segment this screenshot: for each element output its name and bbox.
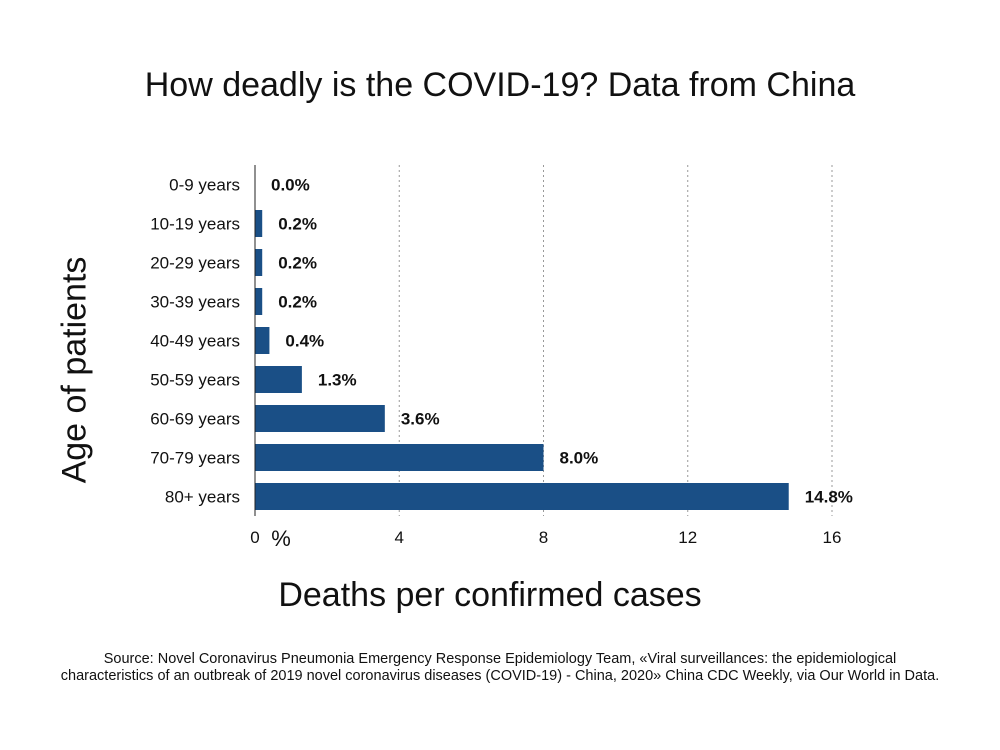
category-label: 50-59 years — [150, 371, 240, 390]
value-label: 0.4% — [285, 332, 324, 351]
value-label: 8.0% — [560, 449, 599, 468]
category-label: 70-79 years — [150, 449, 240, 468]
x-tick-label: 8 — [539, 528, 548, 547]
bar-20-29-years — [255, 249, 263, 276]
value-label: 14.8% — [805, 488, 853, 507]
category-label: 30-39 years — [150, 293, 240, 312]
x-tick-label: 12 — [678, 528, 697, 547]
value-label: 3.6% — [401, 410, 440, 429]
value-label: 0.0% — [271, 176, 310, 195]
source-note: Source: Novel Coronavirus Pneumonia Emer… — [60, 651, 940, 684]
bar-50-59-years — [255, 366, 302, 393]
x-tick-label: 0 — [250, 528, 259, 547]
x-axis-label: Deaths per confirmed cases — [278, 576, 702, 614]
category-label: 40-49 years — [150, 332, 240, 351]
bar-80+-years — [255, 483, 789, 510]
x-tick-label: 4 — [395, 528, 404, 547]
x-tick-label: 16 — [823, 528, 842, 547]
category-label: 0-9 years — [169, 176, 240, 195]
chart-title: How deadly is the COVID-19? Data from Ch… — [144, 66, 856, 104]
category-label: 10-19 years — [150, 215, 240, 234]
value-label: 1.3% — [318, 371, 357, 390]
category-label: 60-69 years — [150, 410, 240, 429]
bar-60-69-years — [255, 405, 385, 432]
value-label: 0.2% — [278, 215, 317, 234]
value-label: 0.2% — [278, 293, 317, 312]
bar-10-19-years — [255, 210, 263, 237]
x-unit-label: % — [271, 526, 291, 551]
bar-40-49-years — [255, 327, 270, 354]
bar-70-79-years — [255, 444, 544, 471]
value-label: 0.2% — [278, 254, 317, 273]
bar-30-39-years — [255, 288, 263, 315]
category-label: 20-29 years — [150, 254, 240, 273]
category-label: 80+ years — [165, 488, 240, 507]
